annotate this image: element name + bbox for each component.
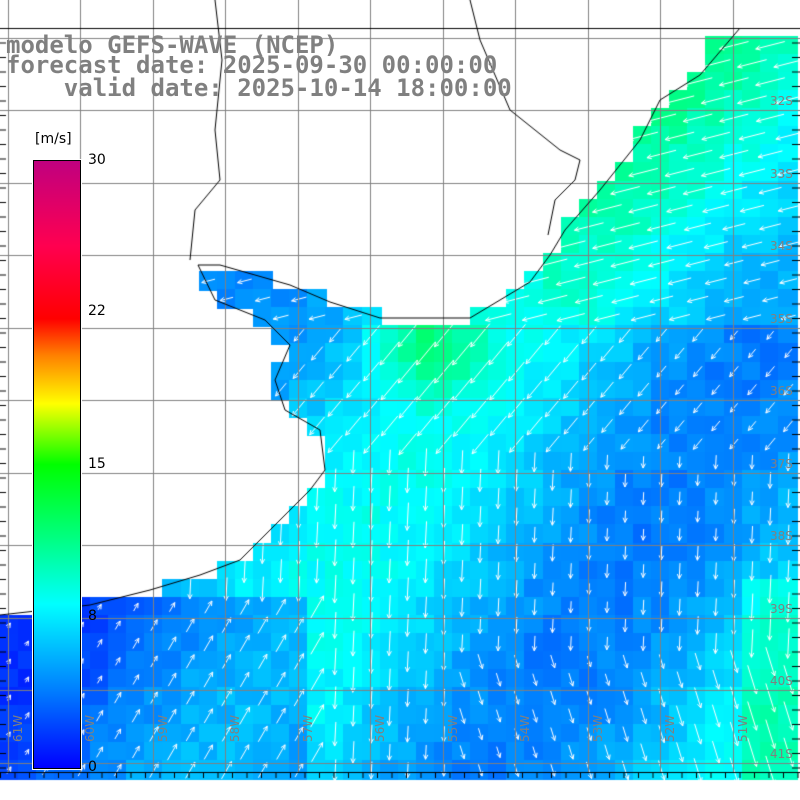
valid-date: valid date: 2025-10-14 18:00:00 [6,74,512,102]
latitude-label: 41S [770,746,793,761]
latitude-label: 33S [770,166,793,181]
model-title: modelo GEFS-WAVE (NCEP) [6,31,339,59]
colorbar-label-22: 22 [88,303,106,319]
colorbar-unit: [m/s] [35,131,72,147]
colorbar-label-0: 0 [88,759,97,775]
latitude-label: 36S [770,384,793,398]
colorbar-label-8: 8 [88,608,97,624]
longitude-label: 57W [301,714,315,742]
colorbar [32,159,82,770]
latitude-label: 32S [770,94,793,108]
longitude-label: 55W [446,714,460,742]
longitude-label: 51W [736,714,750,742]
latitude-label: 38S [770,529,793,543]
latitude-label: 39S [770,601,793,616]
latitude-label: 40S [770,674,793,688]
forecast-date: forecast date: 2025-09-30 00:00:00 [6,51,498,79]
longitude-label: 60W [83,714,97,742]
longitude-label: 56W [373,714,387,742]
latitude-label: 35S [770,311,793,326]
longitude-label: 61W [11,714,25,742]
longitude-label: 59W [156,714,170,742]
longitude-label: 52W [663,714,677,742]
longitude-label: 54W [518,714,532,742]
latitude-label: 37S [770,456,793,471]
colorbar-label-15: 15 [88,456,106,472]
longitude-label: 53W [591,714,605,742]
colorbar-label-30: 30 [88,152,106,168]
latitude-label: 34S [770,239,793,253]
longitude-label: 58W [228,714,242,742]
